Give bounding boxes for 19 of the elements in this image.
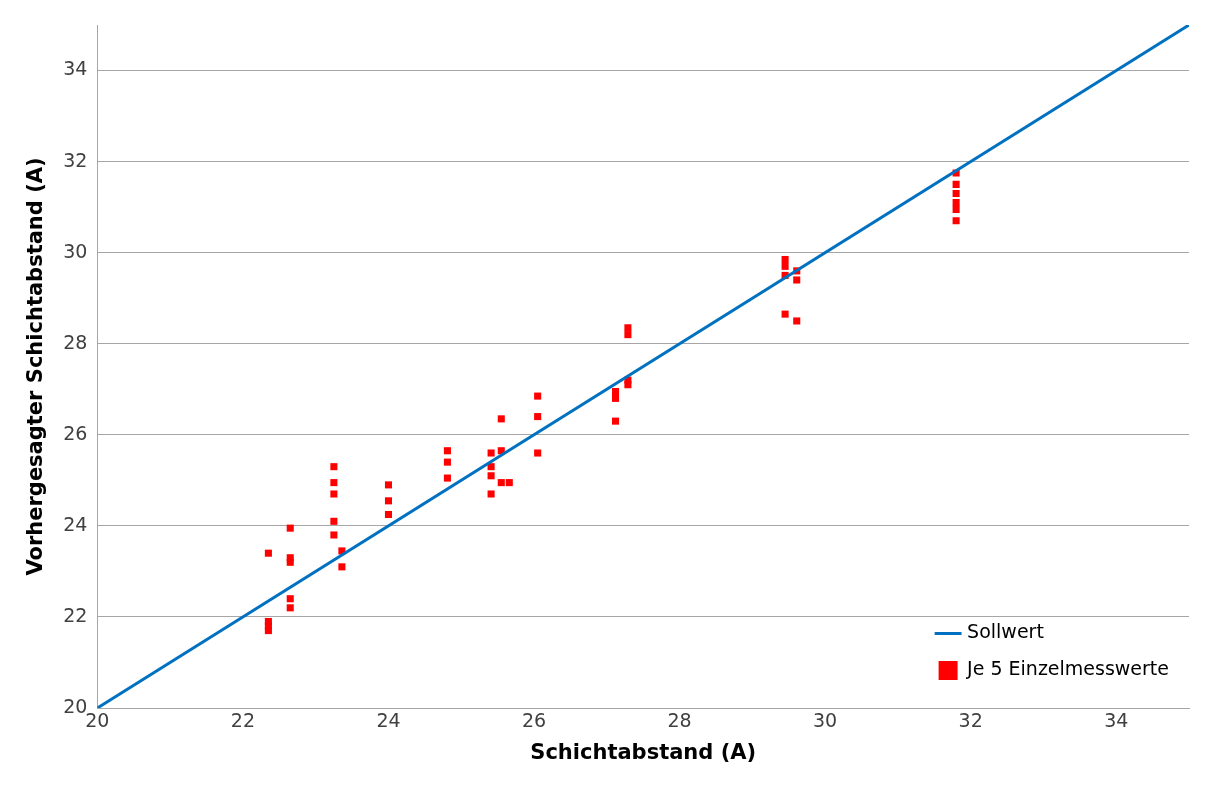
x-tick-label: 20: [85, 709, 110, 732]
y-tick-label: 28: [63, 330, 88, 353]
x-axis-title: Schichtabstand (A): [530, 739, 757, 764]
y-tick-label: 22: [63, 603, 88, 626]
legend-label: Sollwert: [967, 620, 1044, 643]
x-tick-label: 32: [958, 709, 983, 732]
x-tick-label: 22: [230, 709, 256, 732]
x-tick-label: 26: [521, 709, 547, 732]
x-tick-label: 28: [667, 709, 692, 732]
legend-label: Je 5 Einzelmesswerte: [966, 657, 1169, 680]
y-tick-label: 32: [63, 148, 88, 171]
x-tick-label: 34: [1104, 709, 1129, 732]
y-tick-label: 34: [63, 57, 88, 80]
y-axis-title: Vorhergesagter Schichtabstand (A): [23, 157, 48, 576]
y-tick-label: 24: [63, 512, 88, 535]
x-tick-label: 24: [376, 709, 401, 732]
y-tick-label: 26: [63, 421, 88, 444]
y-tick-label: 30: [63, 239, 88, 262]
x-tick-label: 30: [813, 709, 838, 732]
